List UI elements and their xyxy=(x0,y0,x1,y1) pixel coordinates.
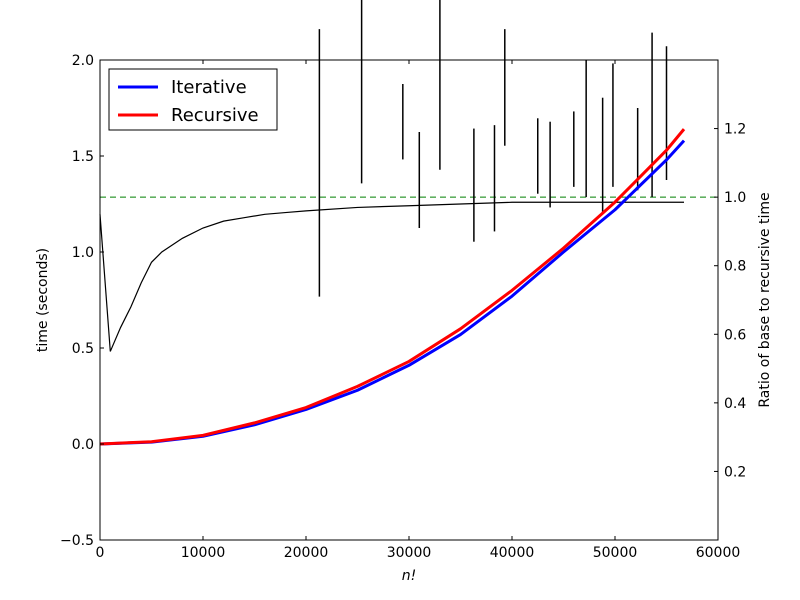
x-tick-label: 40000 xyxy=(490,545,535,561)
x-axis-label: n! xyxy=(402,568,417,584)
y2-tick-label: 0.2 xyxy=(724,464,746,480)
y2-axis-label: Ratio of base to recursive time xyxy=(757,192,773,407)
x-tick-label: 50000 xyxy=(593,545,638,561)
series-line-ratio xyxy=(99,201,685,352)
x-tick-label: 0 xyxy=(96,545,105,561)
axis-labels-layer: n! time (seconds) Ratio of base to recursi… xyxy=(35,192,773,584)
legend-label-recursive: Recursive xyxy=(171,105,259,126)
y2-tick-label: 0.4 xyxy=(724,396,746,412)
y-tick-label: 2.0 xyxy=(72,53,94,69)
y-tick-label: 1.5 xyxy=(72,149,94,165)
y-tick-label: 0.5 xyxy=(72,341,94,357)
y-tick-label: −0.5 xyxy=(60,533,94,549)
x-tick-label: 30000 xyxy=(387,545,432,561)
series-line-iterative xyxy=(99,139,686,446)
y-tick-label: 0.0 xyxy=(72,437,94,453)
y2-tick-label: 1.0 xyxy=(724,190,746,206)
plot-frame xyxy=(99,59,719,541)
ratio-layer xyxy=(99,0,685,352)
y2-tick-label: 1.2 xyxy=(724,122,746,138)
y-tick-label: 1.0 xyxy=(72,245,94,261)
legend-box xyxy=(108,68,278,131)
legend-label-iterative: Iterative xyxy=(171,77,247,98)
y2-tick-label: 0.6 xyxy=(724,327,746,343)
ticks-layer: 0 10000 20000 30000 40000 50000 60000 −0.5 0.0 0.… xyxy=(60,53,746,561)
series-layer xyxy=(99,128,686,446)
x-tick-label: 60000 xyxy=(696,545,741,561)
y2-tick-label: 0.8 xyxy=(724,259,746,275)
x-tick-label: 20000 xyxy=(284,545,329,561)
series-line-recursive xyxy=(99,128,686,446)
legend: Iterative Recursive xyxy=(108,68,278,131)
x-tick-label: 10000 xyxy=(181,545,226,561)
y-axis-label: time (seconds) xyxy=(35,248,51,352)
